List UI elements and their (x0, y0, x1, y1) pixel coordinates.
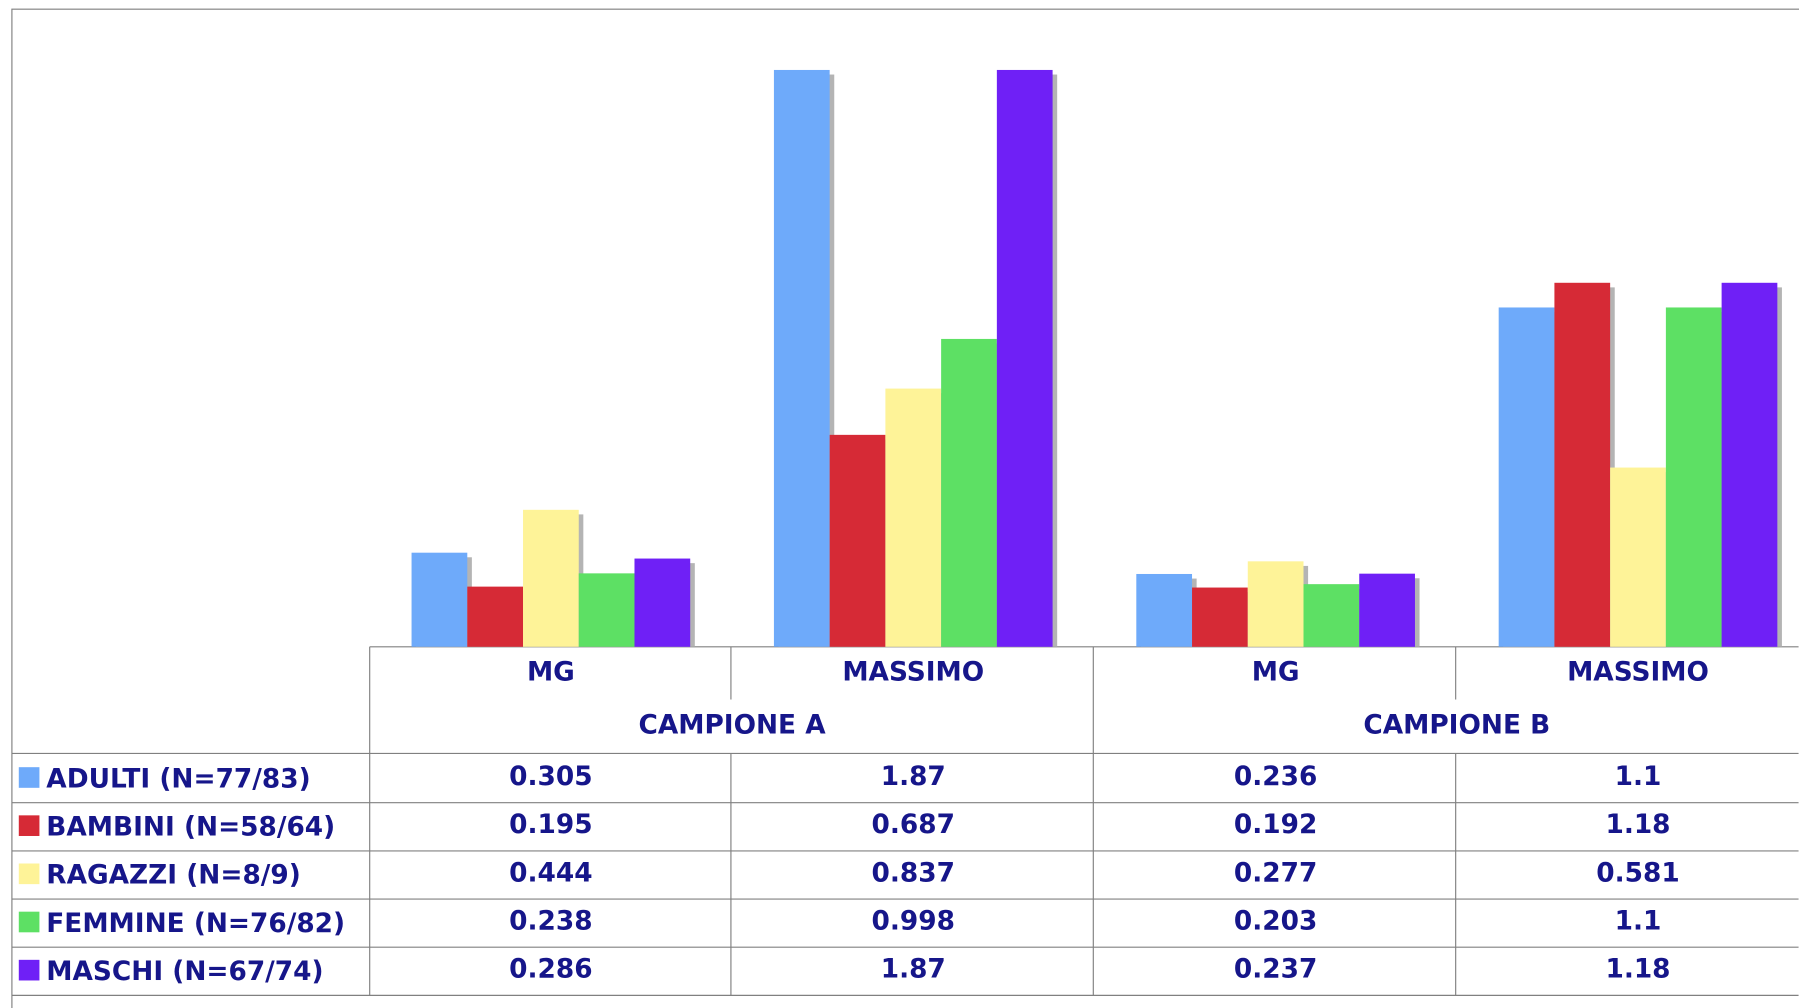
table-value: 0.192 (1234, 810, 1317, 840)
table-value: 0.195 (509, 810, 592, 840)
table-value: 1.1 (1615, 762, 1662, 792)
category-label: MG (1252, 658, 1300, 688)
bar (829, 434, 886, 647)
bar (634, 558, 691, 647)
table-value: 1.87 (881, 955, 946, 985)
group-label: CAMPIONE B (1363, 710, 1550, 740)
bar (1136, 573, 1193, 647)
bar (1192, 587, 1248, 647)
table-value: 0.238 (509, 906, 592, 936)
bar (467, 586, 524, 647)
table-value: 0.286 (509, 955, 592, 985)
bar (523, 509, 579, 647)
legend-label: BAMBINI (N=58/64) (46, 812, 335, 842)
data-table-grid (11, 646, 1799, 996)
bar (1247, 561, 1304, 647)
bar (941, 338, 997, 647)
bar (1554, 282, 1611, 647)
table-value: 0.305 (509, 762, 592, 792)
legend-swatch (18, 863, 40, 885)
table-value: 0.998 (872, 906, 955, 936)
table-value: 0.837 (872, 858, 955, 888)
category-label: MASSIMO (842, 658, 984, 688)
bar (1610, 467, 1666, 647)
bar (1303, 584, 1360, 647)
bar (1665, 307, 1722, 647)
legend-swatch (18, 959, 40, 981)
bar (578, 573, 635, 647)
table-value: 0.444 (509, 858, 592, 888)
table-value: 0.581 (1596, 858, 1679, 888)
table-value: 0.203 (1234, 906, 1317, 936)
table-value: 1.18 (1605, 810, 1670, 840)
bar (773, 69, 830, 647)
legend-swatch (18, 767, 40, 788)
table-value: 1.87 (881, 762, 946, 792)
category-label: MG (527, 658, 575, 688)
group-label: CAMPIONE A (638, 710, 826, 740)
legend-swatch (18, 815, 40, 836)
table-value: 1.1 (1615, 906, 1662, 936)
chart-frame (11, 8, 1799, 1008)
legend-label: MASCHI (N=67/74) (46, 957, 323, 987)
table-value: 1.18 (1605, 955, 1670, 985)
bar (1721, 282, 1778, 647)
legend-label: FEMMINE (N=76/82) (46, 909, 345, 939)
bar (1359, 573, 1415, 647)
bar (996, 69, 1053, 647)
bar (885, 388, 942, 647)
legend-label: RAGAZZI (N=8/9) (46, 861, 301, 891)
legend-swatch (18, 911, 40, 933)
table-value: 0.236 (1234, 762, 1317, 792)
bar (1498, 307, 1555, 647)
category-label: MASSIMO (1567, 658, 1709, 688)
table-value: 0.237 (1234, 955, 1317, 985)
bar (411, 552, 468, 647)
legend-label: ADULTI (N=77/83) (46, 764, 310, 794)
table-value: 0.277 (1234, 858, 1317, 888)
table-value: 0.687 (872, 810, 955, 840)
